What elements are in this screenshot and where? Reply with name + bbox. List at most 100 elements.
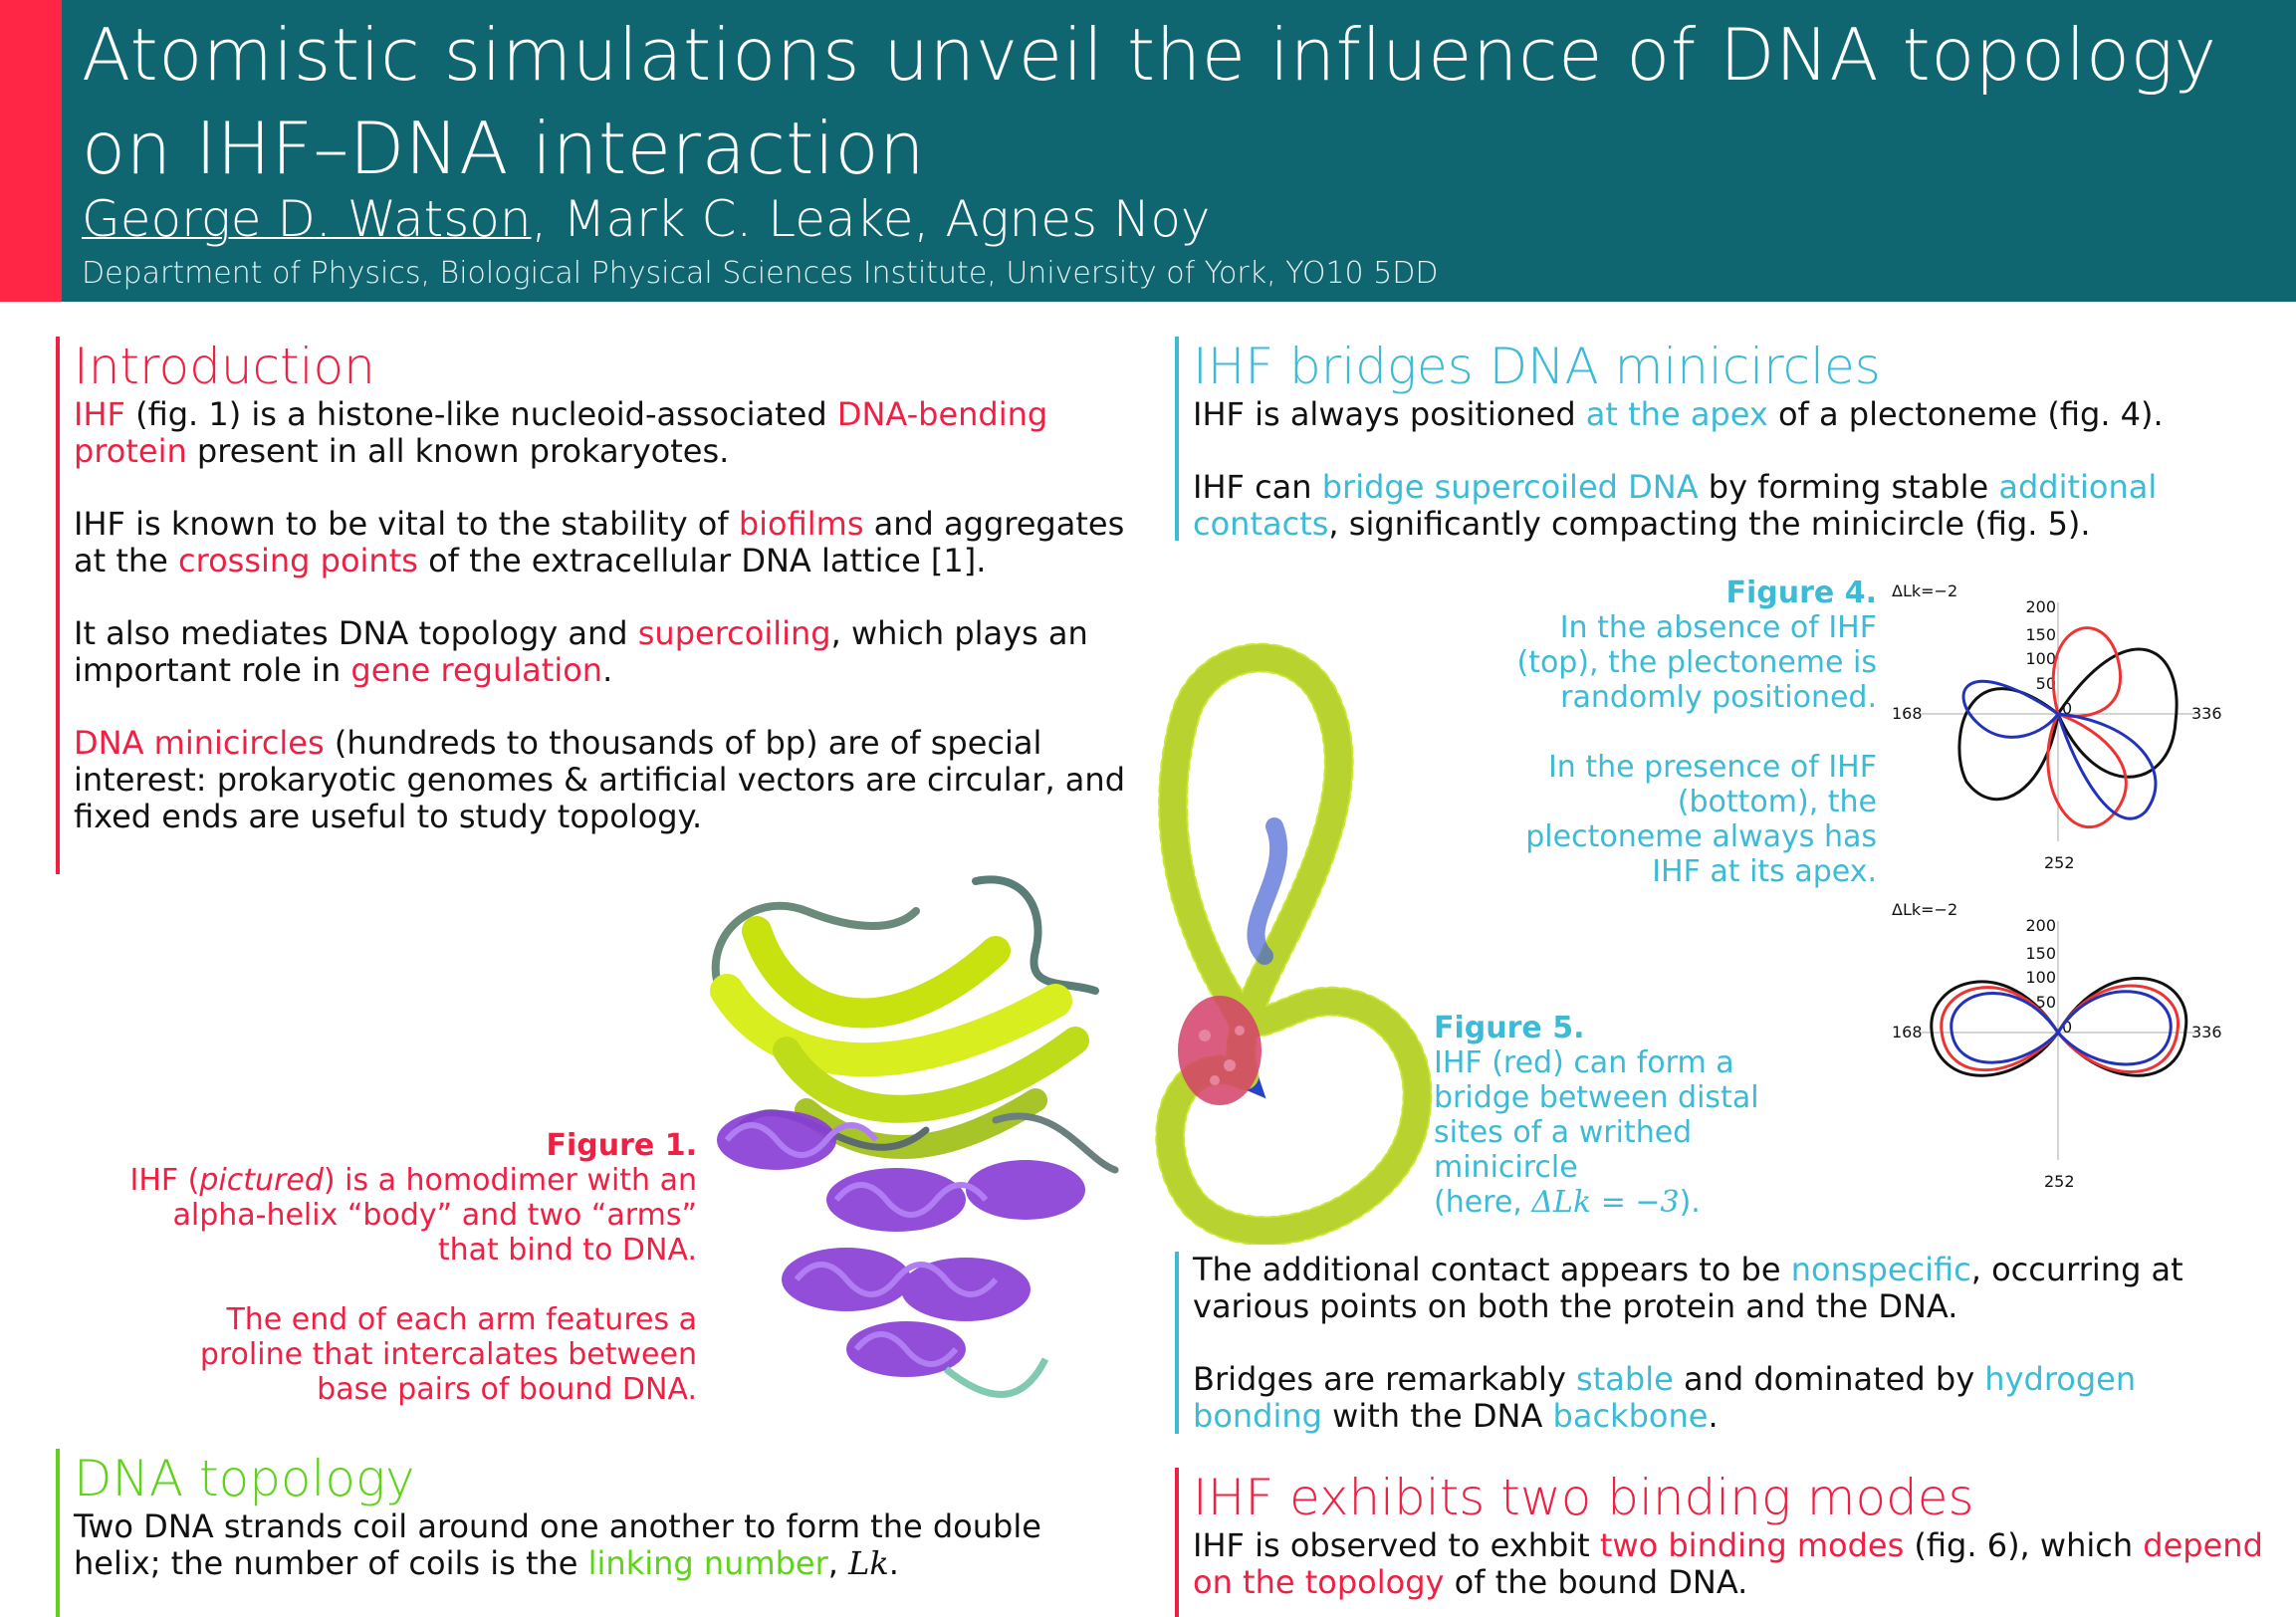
topology-paragraph-1-run-1: linking number <box>587 1544 828 1582</box>
introduction-heading: Introduction <box>74 338 375 395</box>
poster-title: Atomistic simulations unveil the influen… <box>82 8 2272 195</box>
header-accent-bar <box>0 0 62 302</box>
intro-paragraph-3-run-4: . <box>602 651 613 689</box>
polar-top-title: ΔLk=−2 <box>1892 581 1957 600</box>
binding-modes-section: IHF exhibits two binding modes IHF is ob… <box>1175 1468 2268 1617</box>
binding-modes-paragraph-1: IHF is observed to exhbit two binding mo… <box>1193 1527 2268 1601</box>
angle-252: 252 <box>2044 853 2075 872</box>
figure-1-text-em: pictured <box>199 1163 324 1198</box>
bridges-paragraph-3-run-2: , occurring at various points on both th… <box>1193 1251 2183 1325</box>
bridges-paragraph-1-run-0: IHF is always positioned <box>1193 395 1586 433</box>
bridges-paragraph-2-run-3: additional contacts <box>1193 468 2158 543</box>
bridges-paragraph-2-run-1: bridge supercoiled DNA <box>1321 468 1699 506</box>
binding-modes-paragraph-1-run-4: of the bound DNA. <box>1444 1563 1748 1601</box>
poster-header: Atomistic simulations unveil the influen… <box>0 0 2296 302</box>
bridges-heading: IHF bridges DNA minicircles <box>1193 338 1881 395</box>
angle-168: 168 <box>1892 704 1923 723</box>
affiliation: Department of Physics, Biological Physic… <box>82 256 1439 291</box>
bridges-paragraph-3: The additional contact appears to be non… <box>1193 1252 2268 1325</box>
intro-paragraph-4-run-1: (hundreds to thousands of bp) are of spe… <box>74 724 1125 835</box>
bridges-paragraph-1: IHF is always positioned at the apex of … <box>1193 396 2268 433</box>
intro-paragraph-2-run-2: and aggregates at the <box>74 505 1125 579</box>
bridges-paragraph-3-run-0: The additional contact appears to be <box>1193 1251 1791 1288</box>
angle-252: 252 <box>2044 1172 2075 1191</box>
bridges-paragraph-2: IHF can bridge supercoiled DNA by formin… <box>1193 469 2268 543</box>
binding-modes-paragraph-1-run-3: depend on the topology <box>1193 1526 2263 1601</box>
tick-100: 100 <box>2025 968 2056 987</box>
figure-4-label: Figure 4. <box>1725 576 1877 610</box>
tick-0: 0 <box>2062 699 2072 718</box>
intro-paragraph-1-run-3: present in all known prokaryotes. <box>186 432 730 470</box>
tick-200: 200 <box>2025 597 2056 616</box>
polar-top-radial-ticks: 200 150 100 50 0 <box>2025 597 2072 718</box>
figure-5-caption: Figure 5. IHF (red) can form a bridge be… <box>1434 1011 1792 1220</box>
tick-50: 50 <box>2036 674 2056 693</box>
bridges-paragraph-4: Bridges are remarkably stable and domina… <box>1193 1361 2268 1435</box>
intro-paragraph-3-run-1: supercoiling <box>637 614 831 652</box>
intro-paragraph-4: DNA minicircles (hundreds to thousands o… <box>74 725 1129 835</box>
presenting-author: George D. Watson <box>82 190 532 248</box>
introduction-section: Introduction IHF (fig. 1) is a histone-l… <box>56 337 1129 874</box>
figure-1-caption: Figure 1. IHF (pictured) is a homodimer … <box>129 1128 697 1407</box>
topology-paragraph-1-run-2: , <box>827 1544 849 1582</box>
bridges-paragraph-4-run-0: Bridges are remarkably <box>1193 1360 1577 1398</box>
bridges-paragraph-2-run-2: by forming stable <box>1698 468 1999 506</box>
intro-paragraph-2: IHF is known to be vital to the stabilit… <box>74 506 1129 579</box>
title-line-2: on IHF–DNA interaction <box>82 107 926 190</box>
intro-paragraph-3: It also mediates DNA topology and superc… <box>74 615 1129 689</box>
figure-5-math: ΔLk = −3 <box>1531 1185 1680 1220</box>
figure-4-polar-plot-top: ΔLk=−2 200 150 100 50 0 168 336 252 <box>1892 581 2222 872</box>
figure-5-text: IHF (red) can form a bridge between dist… <box>1434 1045 1759 1185</box>
intro-paragraph-3-run-0: It also mediates DNA topology and <box>74 614 638 652</box>
polar-bottom-radial-ticks: 200 150 100 50 0 <box>2025 916 2072 1037</box>
intro-paragraph-2-run-1: biofilms <box>738 505 864 543</box>
bridges-paragraph-4-run-2: and dominated by <box>1673 1360 1985 1398</box>
bridges-section: IHF bridges DNA minicircles IHF is alway… <box>1175 337 2268 543</box>
intro-paragraph-2-run-0: IHF is known to be vital to the stabilit… <box>74 505 739 543</box>
binding-modes-heading: IHF exhibits two binding modes <box>1193 1469 1974 1526</box>
topology-paragraph-1-run-4: . <box>888 1544 899 1582</box>
title-line-1: Atomistic simulations unveil the influen… <box>82 13 2217 97</box>
topology-heading: DNA topology <box>74 1450 415 1507</box>
binding-modes-paragraph-1-run-1: two binding modes <box>1599 1526 1905 1564</box>
bridges-paragraph-1-run-2: of a plectoneme (fig. 4). <box>1767 395 2164 433</box>
binding-modes-paragraph-1-run-0: IHF is observed to exhbit <box>1193 1526 1600 1564</box>
intro-paragraph-1-run-1: (fig. 1) is a histone-like nucleoid-asso… <box>124 395 837 433</box>
angle-336: 336 <box>2191 1023 2222 1041</box>
bridges-paragraph-2-run-4: , significantly compacting the minicircl… <box>1328 505 2091 543</box>
tick-150: 150 <box>2025 944 2056 963</box>
figure-4-text-2: In the presence of IHF (bottom), the ple… <box>1525 750 1877 889</box>
bridges-paragraph-4-run-1: stable <box>1576 1360 1674 1398</box>
topology-paragraph-1: Two DNA strands coil around one another … <box>74 1508 1129 1582</box>
bridges-paragraph-4-run-3: hydrogen bonding <box>1193 1360 2137 1435</box>
tick-50: 50 <box>2036 993 2056 1012</box>
angle-168: 168 <box>1892 1023 1923 1041</box>
binding-modes-paragraph-1-run-2: (fig. 6), which <box>1904 1526 2144 1564</box>
figure-4-text-1: In the absence of IHF (top), the plecton… <box>1516 610 1877 715</box>
bridges-paragraph-2-run-0: IHF can <box>1193 468 1322 506</box>
tick-150: 150 <box>2025 625 2056 644</box>
coauthors: , Mark C. Leake, Agnes Noy <box>531 190 1211 248</box>
bridges-paragraph-1-run-1: at the apex <box>1585 395 1768 433</box>
topology-paragraph-1-run-0: Two DNA strands coil around one another … <box>74 1507 1041 1582</box>
angle-336: 336 <box>2191 704 2222 723</box>
figure-4-caption: Figure 4. In the absence of IHF (top), t… <box>1493 576 1877 889</box>
figure-5-minicircle-image <box>1155 642 1433 1245</box>
topology-paragraph-1-run-3: Lk <box>848 1544 889 1582</box>
figure-1-protein-image <box>710 875 1119 1398</box>
polar-bottom-title: ΔLk=−2 <box>1892 900 1957 919</box>
bridges-paragraph-4-run-5: backbone <box>1552 1397 1709 1435</box>
intro-paragraph-2-run-4: of the extracellular DNA lattice [1]. <box>417 542 987 579</box>
intro-paragraph-4-run-0: DNA minicircles <box>74 724 325 762</box>
intro-paragraph-2-run-3: crossing points <box>178 542 418 579</box>
bridges-paragraph-4-run-4: with the DNA <box>1321 1397 1553 1435</box>
intro-paragraph-1-run-0: IHF <box>74 395 125 433</box>
figure-1-text-2: The end of each arm features a proline t… <box>199 1302 697 1407</box>
intro-paragraph-1-run-2: DNA-bending protein <box>74 395 1048 470</box>
bridges-section-continued: The additional contact appears to be non… <box>1175 1252 2268 1435</box>
intro-paragraph-3-run-2: , which plays an important role in <box>74 614 1088 689</box>
figure-1-text-b: ) is a homodimer with an alpha-helix “bo… <box>172 1163 697 1268</box>
dna-topology-section: DNA topology Two DNA strands coil around… <box>56 1449 1129 1617</box>
intro-paragraph-3-run-3: gene regulation <box>350 651 603 689</box>
figure-5-text-end-a: (here, <box>1434 1185 1532 1220</box>
